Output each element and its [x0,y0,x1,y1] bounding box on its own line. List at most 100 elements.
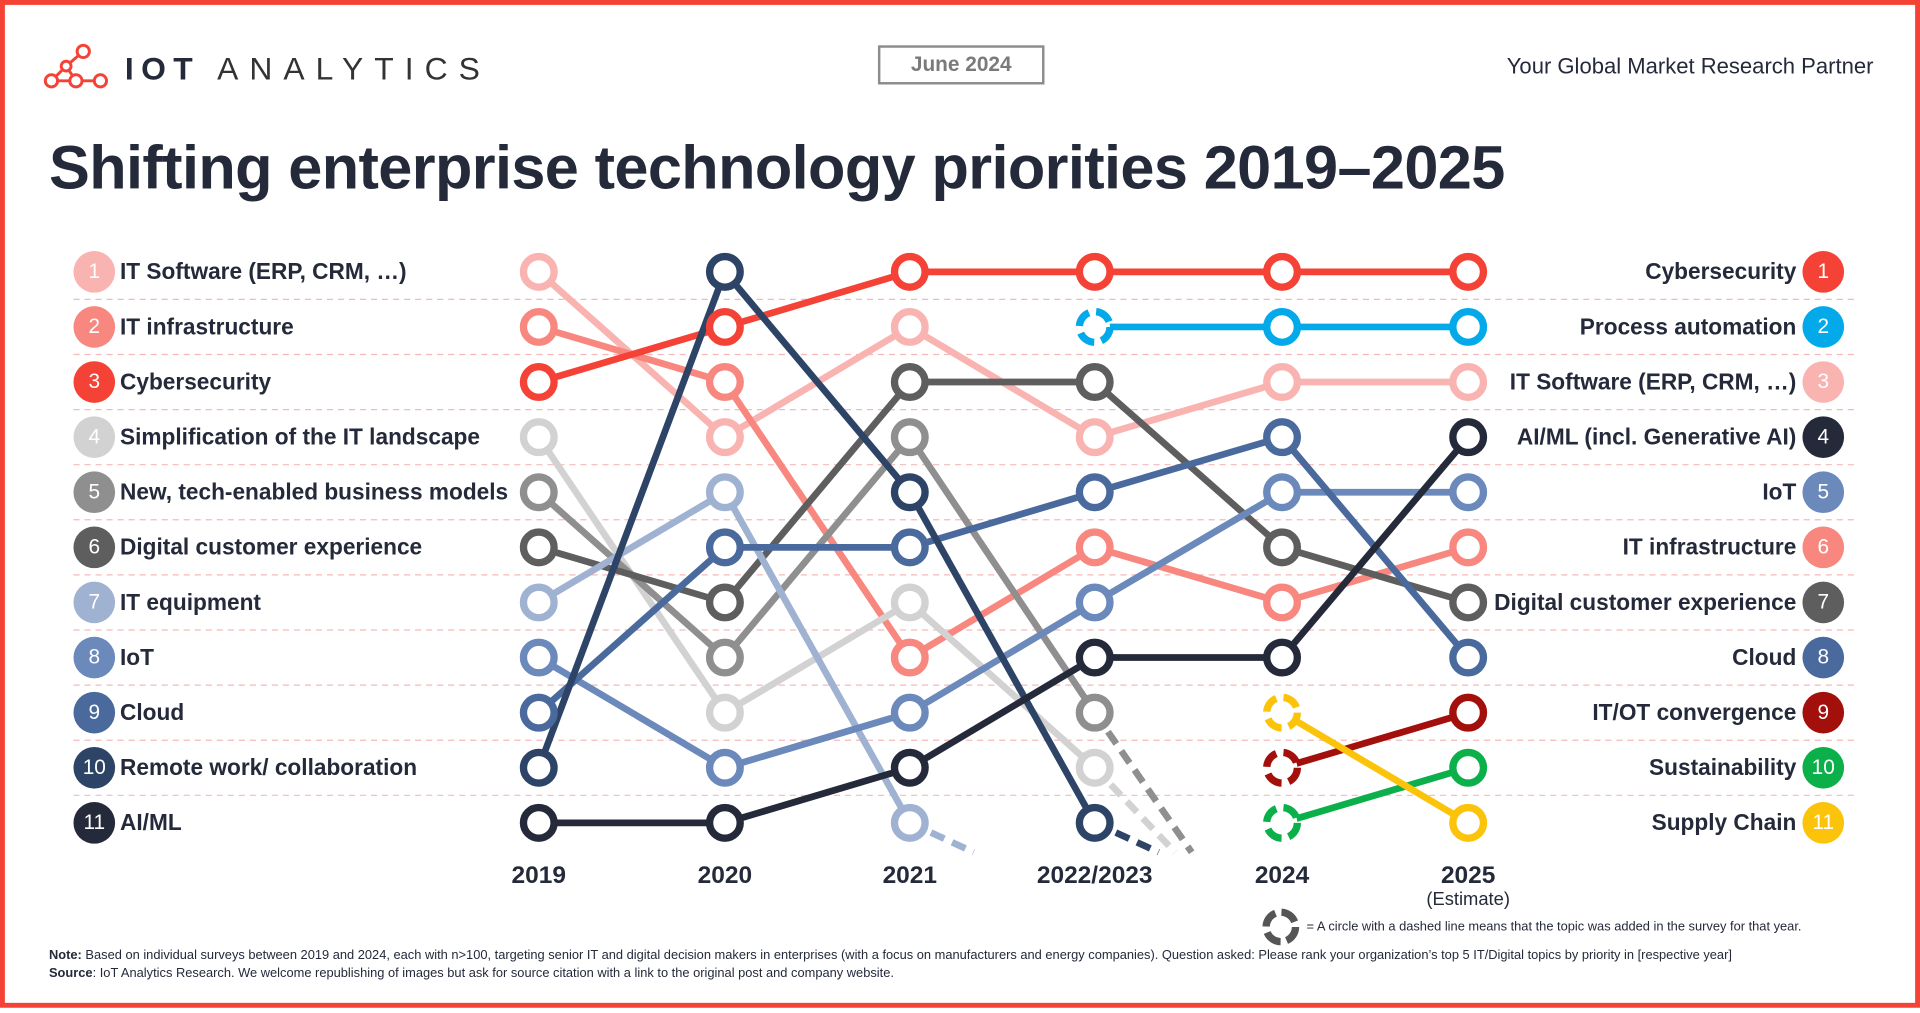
series-2-point [519,363,558,402]
x-tick-label: 2021 [883,862,937,889]
rank-badge: 4 [73,416,116,458]
series-2-point [705,307,744,346]
series-13-segment [1281,764,1470,827]
series-7-point [1449,473,1488,512]
topic-label: New, tech-enabled business models [120,478,509,505]
left-lbl-item: 1 IT Software (ERP, CRM, …) [73,251,407,293]
series-4-segment [907,435,1098,715]
rank-badge: 3 [1802,361,1845,403]
rank-badge: 4 [1802,416,1845,458]
dashed-circle-legend: = A circle with a dashed line means that… [1260,906,1801,948]
note-label: Note: [48,947,82,963]
topic-label: Cloud [120,699,185,725]
left-lbl-item: 10 Remote work/ collaboration [73,746,418,789]
logo-text-light: ANALYTICS [217,49,491,87]
series-13-point [1263,803,1302,842]
series-10-point [1075,638,1114,677]
rank-badge: 2 [1802,306,1845,348]
series-5-point [705,583,744,622]
right-lbl-item: Supply Chain 11 [1652,802,1845,844]
iot-analytics-logo: IOT ANALYTICS [42,42,491,96]
series-1-segment [1093,544,1283,606]
tagline: Your Global Market Research Partner [1506,53,1874,79]
series-8-segment [908,489,1096,551]
series-11-point [1449,307,1488,346]
series-2-segment [537,323,726,386]
right-lbl-item: IT infrastructure 6 [1622,526,1845,569]
rank-badge: 8 [1802,636,1845,679]
series-4-point [519,473,558,512]
series-7-point [519,638,558,677]
series-0-point [1449,363,1488,402]
topic-label: IoT [1762,478,1797,505]
topic-label: IoT [120,644,154,670]
bump-chart: 2019 2020 2021 2022/2023 2024 2025(Estimate) [73,252,1854,909]
rank-badge: 1 [1802,251,1845,293]
topic-label: IT Software (ERP, CRM, …) [1509,368,1797,395]
series-lines [535,268,1471,856]
series-14-segment [1280,709,1470,826]
series-2-point [1263,252,1302,291]
left-lbl-item: 9 Cloud [73,691,185,734]
rank-badge: 9 [73,691,116,734]
right-lbl-item: IT/OT convergence 9 [1592,691,1845,734]
series-4-point [890,418,929,457]
series-3-point [1075,748,1114,787]
series-8-point [519,693,558,732]
series-8-point [1449,638,1488,677]
series-7-point [1075,583,1114,622]
series-9-segment [722,269,913,495]
series-5-point [1263,528,1302,567]
rank-badge: 7 [1802,581,1845,624]
series-8-point [1075,473,1114,512]
series-1-point [1075,528,1114,567]
series-5-segment [722,379,913,605]
series-3-segment [907,599,1097,771]
right-lbl-item: IT Software (ERP, CRM, …) 3 [1509,361,1845,403]
series-9-segment [535,270,729,769]
series-14-point [1449,803,1488,842]
chart-title: Shifting enterprise technology prioritie… [48,133,1505,203]
right-lbl-item: Sustainability 10 [1649,746,1845,789]
x-tick-label: 2020 [698,862,752,889]
rank-badge: 6 [1802,526,1845,569]
series-0-point [1075,418,1114,457]
right-lbl-item: AI/ML (incl. Generative AI) 4 [1517,416,1845,458]
topic-label: Sustainability [1649,754,1797,781]
series-10-segment [723,764,911,827]
series-8-segment [1093,433,1283,496]
series-7-point [1263,473,1302,512]
left-lbl-item: 2 IT infrastructure [73,306,294,348]
topic-label: IT equipment [120,588,261,615]
series-1-point [519,307,558,346]
topic-label: Process automation [1579,313,1797,340]
rank-badge: 8 [73,636,116,679]
topic-label: IT infrastructure [1622,533,1797,560]
right-lbl-item: Cybersecurity 1 [1645,251,1845,293]
series-5-segment [537,544,726,606]
series-10-point [705,803,744,842]
dashed-circle-note: = A circle with a dashed line means that… [1306,919,1802,935]
topic-label: Remote work/ collaboration [120,754,418,781]
series-8-point [890,528,929,567]
rank-badge: 10 [1802,746,1845,789]
series-5-point [1449,583,1488,622]
series-10-point [890,748,929,787]
series-9-point [1075,803,1114,842]
series-7-segment [723,709,911,771]
rank-badge: 9 [1802,691,1845,734]
series-2-point [890,252,929,291]
series-0-segment [1093,378,1283,441]
series-6-point [519,583,558,622]
series-6-segment [537,489,727,606]
network-nodes-icon [43,43,109,89]
series-3-point [890,583,929,622]
series-12-point [1263,748,1302,787]
source-text: : IoT Analytics Research. We welcome rep… [92,966,894,981]
series-5-point [1075,363,1114,402]
topic-label: Digital customer experience [120,533,423,560]
series-10-point [1263,638,1302,677]
series-2-point [1075,252,1114,291]
rank-badge: 11 [1802,802,1845,844]
